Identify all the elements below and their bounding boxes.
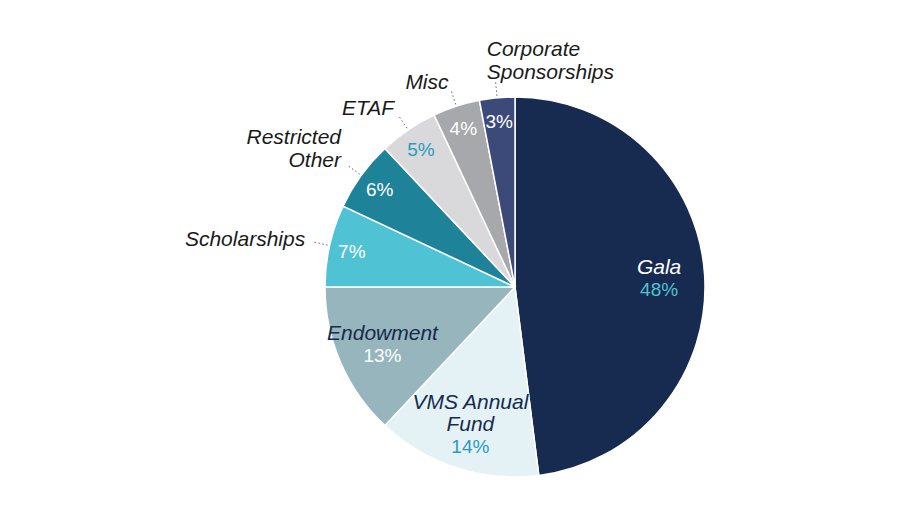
slice-name: ETAF (342, 96, 395, 119)
slice-name: Endowment (327, 321, 439, 344)
slices (325, 97, 705, 477)
slice-name-line: VMS Annual (412, 390, 529, 413)
slice (515, 97, 705, 476)
slice-name-line: ETAF (342, 96, 395, 119)
slice-name: Gala (637, 255, 681, 278)
leader-line (496, 82, 497, 96)
leader-line (399, 117, 407, 129)
slice-name-line: Restricted (247, 125, 343, 148)
slice-name-line: Corporate (487, 37, 580, 60)
data-label: 7% (338, 241, 366, 262)
data-label: 6% (366, 179, 394, 200)
slice-name: VMS AnnualFund (412, 390, 529, 435)
slice-name: Scholarships (185, 227, 306, 250)
chart: Gala48% VMS AnnualFund14% Endowment13% 7% Sc… (0, 0, 900, 518)
slice (479, 97, 515, 287)
slice-name-line: Sponsorships (487, 60, 615, 83)
data-label: 4% (450, 118, 478, 139)
slice-name: RestrictedOther (247, 125, 343, 171)
slice-name-line: Scholarships (185, 227, 306, 250)
slice-name-line: Gala (637, 255, 681, 278)
data-label: 3% (486, 111, 514, 132)
labels: Gala48% VMS AnnualFund14% Endowment13% 7% Sc… (185, 37, 681, 457)
leader-line (314, 242, 328, 245)
slice-name-line: Misc (405, 70, 449, 93)
slice-name-line: Fund (446, 412, 495, 435)
data-label: 13% (363, 345, 401, 366)
slice-name: Misc (405, 70, 449, 93)
data-label: 5% (407, 139, 435, 160)
data-label: 14% (451, 436, 489, 457)
leader-line (348, 166, 359, 174)
slice-name: CorporateSponsorships (487, 37, 615, 83)
slice-name-line: Other (289, 148, 343, 171)
leader-line (451, 91, 455, 104)
data-label: 48% (640, 279, 678, 300)
slice-name-line: Endowment (327, 321, 439, 344)
